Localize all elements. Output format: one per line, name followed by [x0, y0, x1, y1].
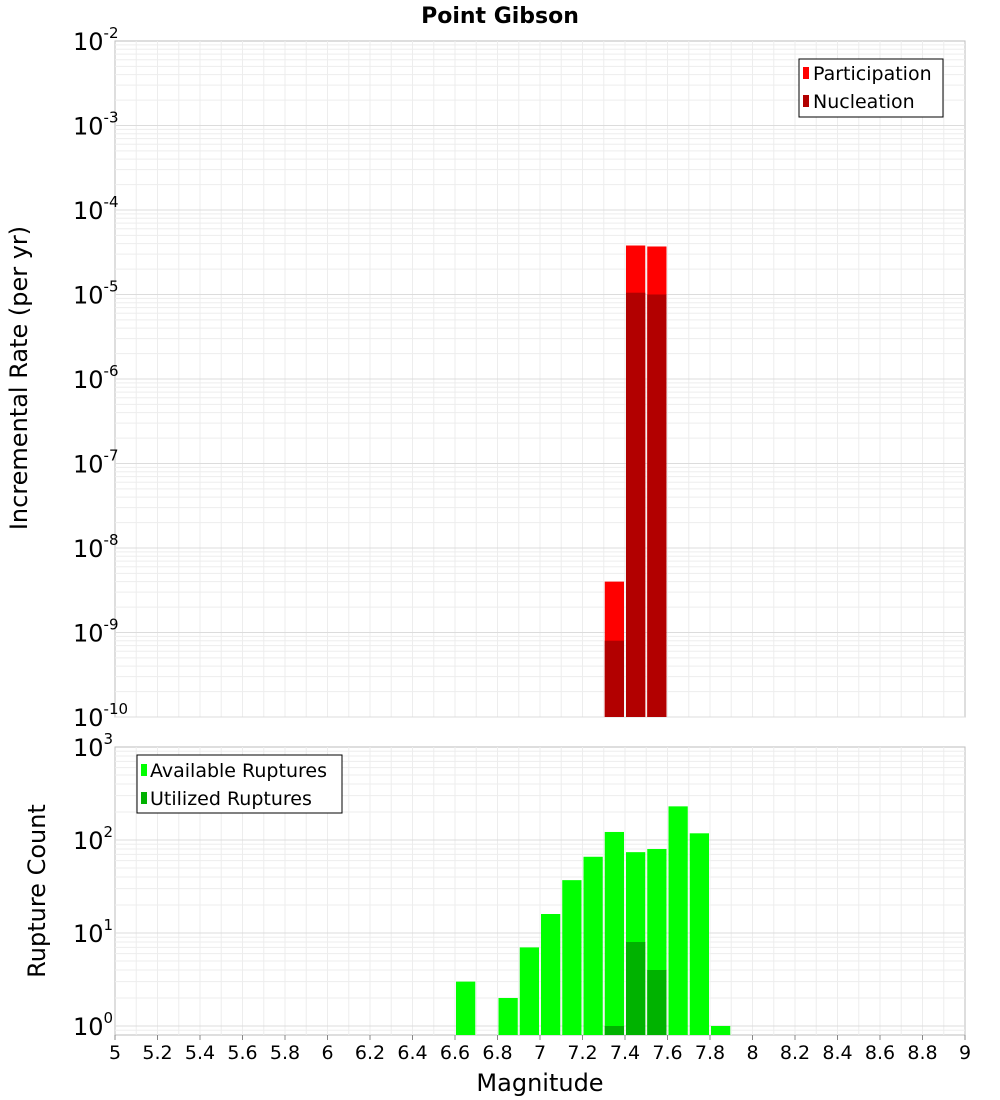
legend-label-utilized: Utilized Ruptures [150, 788, 312, 810]
top-legend-box [798, 58, 944, 118]
top-y-tick-label: 10-9 [73, 616, 119, 648]
bottom-y-ticks: 100 101 102 103 [73, 730, 113, 1041]
x-tick-label: 7 [534, 1042, 546, 1064]
top-y-tick-label: 10-8 [73, 531, 119, 563]
bottom-legend-box [136, 754, 343, 814]
x-tick-label: 5.4 [185, 1042, 215, 1064]
top-bar-nucleation [647, 294, 667, 717]
bottom-bar-available [541, 914, 561, 1035]
top-y-ticks: 10-10 10-9 10-8 10-7 10-6 10-5 10-4 10-3 10-2 [73, 24, 128, 732]
bottom-bars [456, 806, 731, 1035]
bottom-bar-available [562, 880, 582, 1035]
x-tick-label: 5.8 [270, 1042, 300, 1064]
legend-label-available: Available Ruptures [150, 760, 327, 782]
x-tick-label: 6.4 [397, 1042, 427, 1064]
top-y-tick-label: 10-5 [73, 278, 119, 310]
bottom-bar-available [519, 947, 539, 1035]
top-bar-nucleation [604, 640, 624, 717]
x-tick-label: 9 [959, 1042, 971, 1064]
x-tick-label: 6.6 [440, 1042, 470, 1064]
bottom-bar-available [583, 856, 603, 1035]
top-y-tick-label: 10-6 [73, 362, 119, 394]
bottom-bar-available [498, 997, 518, 1035]
x-tick-label: 8.4 [822, 1042, 852, 1064]
bottom-bar-available [711, 1025, 731, 1035]
x-tick-label: 7.8 [695, 1042, 725, 1064]
bottom-bar-available [689, 833, 709, 1035]
top-legend: Participation Nucleation [798, 58, 944, 118]
x-tick-label: 8.2 [780, 1042, 810, 1064]
top-y-tick-label: 10-2 [73, 24, 119, 56]
x-tick-label: 5.2 [142, 1042, 172, 1064]
top-y-tick-label: 10-7 [73, 447, 119, 479]
legend-swatch-nucleation [803, 95, 809, 107]
bottom-bar-utilized [647, 969, 667, 1035]
x-tick-label: 7.6 [652, 1042, 682, 1064]
top-bar-nucleation [626, 292, 646, 717]
bottom-y-axis-label: Rupture Count [23, 804, 51, 978]
x-tick-label: 8.8 [907, 1042, 937, 1064]
bottom-legend: Available Ruptures Utilized Ruptures [136, 754, 343, 814]
bottom-bar-available [604, 831, 624, 1035]
bottom-bar-available [456, 981, 476, 1035]
x-tick-label: 6 [321, 1042, 333, 1064]
bottom-y-tick-label: 100 [73, 1009, 113, 1041]
bottom-grid [115, 747, 965, 1035]
chart-title: Point Gibson [421, 4, 579, 29]
top-bars [604, 245, 667, 718]
bottom-y-tick-label: 102 [73, 823, 113, 855]
x-axis-label: Magnitude [476, 1069, 603, 1097]
top-y-tick-label: 10-4 [73, 193, 119, 225]
x-tick-label: 6.8 [482, 1042, 512, 1064]
x-tick-label: 8.6 [865, 1042, 895, 1064]
x-tick-label: 8 [746, 1042, 758, 1064]
top-y-axis-label: Incremental Rate (per yr) [5, 226, 33, 530]
x-tick-label: 7.2 [567, 1042, 597, 1064]
x-ticks: 5 5.2 5.4 5.6 5.8 6 6.2 6.4 6.6 6.8 7 7.2 7.4 7.6 7.8 8… [109, 1035, 971, 1064]
legend-swatch-utilized [141, 792, 147, 804]
bottom-y-tick-label: 103 [73, 730, 113, 762]
x-tick-label: 5.6 [227, 1042, 257, 1064]
legend-swatch-available [141, 764, 147, 776]
bottom-bar-available [668, 806, 688, 1035]
x-tick-label: 7.4 [610, 1042, 640, 1064]
legend-label-nucleation: Nucleation [813, 91, 915, 113]
top-y-tick-label: 10-10 [73, 700, 128, 732]
x-tick-label: 6.2 [355, 1042, 385, 1064]
top-grid [115, 41, 965, 718]
bottom-bar-utilized [626, 942, 646, 1035]
legend-swatch-participation [803, 67, 809, 79]
x-tick-label: 5 [109, 1042, 121, 1064]
top-y-tick-label: 10-3 [73, 109, 119, 141]
bottom-y-tick-label: 101 [73, 916, 113, 948]
bottom-bar-utilized [604, 1025, 624, 1035]
legend-label-participation: Participation [813, 63, 932, 85]
